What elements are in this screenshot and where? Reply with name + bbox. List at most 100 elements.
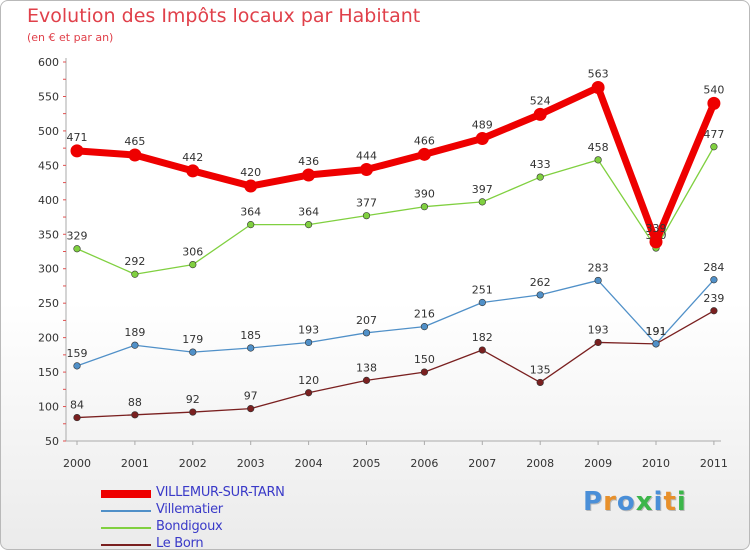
y-tick-label: 400 [38,194,59,207]
data-label: 262 [530,276,551,289]
y-tick-label: 350 [38,228,59,241]
y-tick-label: 50 [45,435,59,448]
x-tick-label: 2003 [237,457,265,470]
data-label: 436 [298,155,319,168]
chart-subtitle: (en € et par an) [27,31,114,44]
data-point [594,156,602,164]
legend-item: Bondigoux [101,519,361,536]
legend-swatch [101,510,151,512]
data-point [594,338,602,347]
data-label: 339 [646,222,667,235]
y-tick-label: 150 [38,366,59,379]
data-point [420,368,429,376]
data-point [707,96,721,110]
data-label: 207 [356,314,377,327]
data-point [360,162,373,176]
y-tick-label: 250 [38,297,59,310]
data-point [362,329,371,337]
data-point [420,203,429,211]
data-point [420,323,429,331]
data-label: 284 [703,261,724,274]
y-tick-label: 550 [38,90,59,103]
legend-swatch [101,527,151,529]
data-point [131,341,139,349]
data-point [417,147,431,161]
data-point [362,212,371,220]
data-label: 84 [70,399,84,412]
data-point [710,307,718,315]
legend-swatch [101,544,151,546]
data-label: 540 [703,83,724,96]
data-point [362,376,371,384]
data-point [186,164,200,178]
series-line [76,146,715,275]
data-point [70,144,84,158]
legend-label: Bondigoux [156,519,223,534]
data-label: 477 [703,128,724,141]
data-label: 191 [646,325,667,338]
data-label: 524 [530,94,551,107]
data-point [478,346,486,354]
data-point [302,168,316,182]
legend-label: Le Born [156,536,204,550]
x-tick-label: 2005 [353,457,381,470]
data-point [710,143,718,151]
data-point [189,408,197,416]
data-point [131,270,139,278]
legend-item: Villematier [101,502,361,519]
data-label: 193 [588,323,609,336]
data-point [475,131,489,145]
y-tick-label: 600 [38,56,59,69]
data-label: 239 [703,292,724,305]
data-label: 563 [588,67,609,80]
data-label: 179 [182,333,203,346]
data-label: 420 [240,166,261,179]
data-point [478,198,486,206]
series-line [76,279,715,367]
data-label: 466 [414,134,435,147]
y-tick-label: 450 [38,159,59,172]
chart-title: Evolution des Impôts locaux par Habitant [27,5,421,27]
legend-item: Le Born [101,536,361,550]
data-label: 185 [240,329,261,342]
data-point [305,221,313,229]
legend-swatch [101,490,151,498]
data-label: 191 [646,325,667,338]
data-label: 193 [298,323,319,336]
data-point [478,298,486,307]
data-label: 283 [588,261,609,274]
data-label: 329 [67,230,88,243]
data-point [73,413,81,422]
data-point [536,173,544,181]
x-tick-label: 2004 [295,457,323,470]
data-label: 292 [124,255,145,268]
legend-label: VILLEMUR-SUR-TARN [156,485,285,500]
x-tick-label: 2009 [584,457,612,470]
line-chart: 50 100 150 200 250 300 350 400 450 500 550 600 2000 2… [38,56,728,470]
legend-label: Villematier [156,502,223,517]
data-label: 471 [67,131,88,144]
data-label: 251 [472,283,493,296]
data-point [533,107,547,121]
data-label: 397 [472,183,493,196]
data-label: 189 [124,326,145,339]
data-label: 216 [414,308,435,321]
data-label: 433 [530,158,551,171]
data-point [73,245,81,253]
legend: VILLEMUR-SUR-TARN Villematier Bondigoux Le … [101,485,361,550]
x-tick-label: 2011 [700,457,728,470]
legend-item: VILLEMUR-SUR-TARN [101,485,361,502]
y-tick-label: 500 [38,125,59,138]
x-tick-label: 2008 [526,457,554,470]
data-point [305,338,313,347]
data-label: 159 [67,347,88,360]
data-point [189,260,197,269]
proxiti-logo: Proxiti [583,487,687,517]
data-label: 92 [186,393,200,406]
x-tick-label: 2000 [63,457,91,470]
y-tick-label: 100 [38,401,59,414]
data-label: 442 [182,151,203,164]
data-label: 364 [298,206,319,219]
data-label: 444 [356,149,377,162]
y-tick-label: 200 [38,332,59,345]
